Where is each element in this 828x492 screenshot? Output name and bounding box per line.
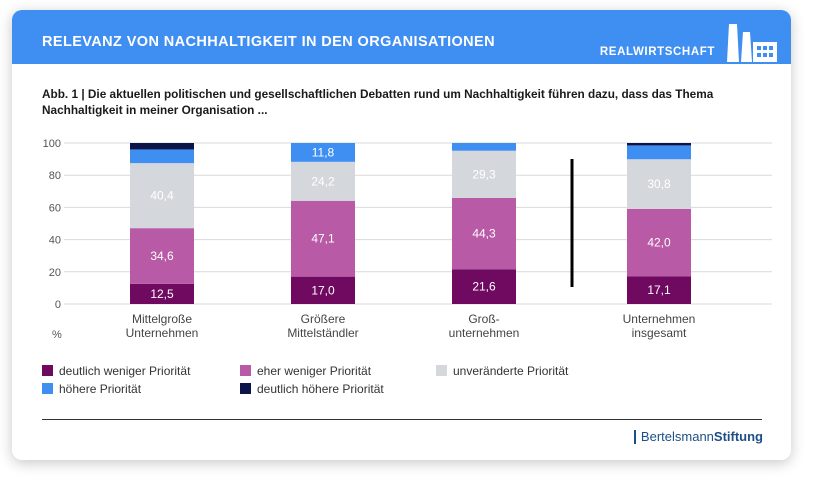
data-label: 42,0 [647, 236, 671, 250]
figure-headline: Abb. 1 | Die aktuellen politischen und g… [42, 87, 714, 117]
data-label: 12,5 [150, 287, 174, 301]
banner-title: RELEVANZ VON NACHHALTIGKEIT IN DEN ORGAN… [42, 34, 495, 50]
legend-swatch [42, 365, 53, 376]
y-tick-label: 80 [49, 170, 61, 182]
legend-label: unveränderte Priorität [453, 364, 569, 378]
logo-text-2: Stiftung [713, 429, 763, 444]
data-label: 17,0 [311, 283, 335, 297]
data-label: 47,1 [311, 232, 335, 246]
header-banner: RELEVANZ VON NACHHALTIGKEIT IN DEN ORGAN… [12, 10, 791, 64]
figure-card: RELEVANZ VON NACHHALTIGKEIT IN DEN ORGAN… [12, 10, 791, 460]
y-tick-label: 100 [43, 138, 61, 150]
bar-segment [627, 208, 691, 277]
data-label: 29,3 [472, 167, 496, 181]
bar-segment [291, 143, 355, 162]
x-tick-label: Unternehmen [126, 326, 199, 340]
factory-icon [727, 24, 777, 62]
x-tick-label: insgesamt [632, 326, 687, 340]
x-tick-label: Groß- [468, 312, 499, 326]
data-label: 21,6 [472, 280, 496, 294]
legend-label: höhere Priorität [59, 382, 142, 396]
x-tick-label: unternehmen [449, 326, 520, 340]
bar-segment [627, 145, 691, 160]
bar-segment [627, 276, 691, 304]
bar-segment [130, 163, 194, 229]
data-label: 40,4 [150, 189, 174, 203]
y-tick-label: 20 [49, 267, 61, 279]
legend-swatch [436, 365, 447, 376]
legend-label: deutlich weniger Priorität [59, 364, 191, 378]
stacked-bar-chart: 020406080100%12,534,640,4MittelgroßeUnte… [43, 138, 772, 341]
x-tick-label: Mittelständler [287, 326, 358, 340]
bar-segment [291, 200, 355, 277]
bar-segment [130, 143, 194, 150]
bar-segment [291, 161, 355, 201]
data-label: 34,6 [150, 249, 174, 263]
y-tick-label: 40 [49, 235, 61, 247]
x-tick-label: Mittelgroße [132, 312, 192, 326]
legend-label: deutlich höhere Priorität [257, 382, 384, 396]
bar-segment [452, 269, 516, 304]
bertelsmann-logo: BertelsmannStiftung [633, 429, 763, 444]
legend-item: eher weniger Priorität [240, 364, 371, 378]
legend-label: eher weniger Priorität [257, 364, 372, 378]
legend-item: höhere Priorität [42, 382, 141, 396]
legend-item: unveränderte Priorität [436, 364, 568, 378]
legend-swatch [240, 365, 251, 376]
data-label: 44,3 [472, 227, 496, 241]
bar-segment [452, 143, 516, 151]
legend-swatch [42, 383, 53, 394]
bar-segment [130, 228, 194, 284]
logo-text-1: Bertelsmann [640, 429, 714, 444]
x-tick-label: Größere [301, 312, 346, 326]
data-label: 11,8 [312, 145, 335, 159]
legend-item: deutlich höhere Priorität [240, 382, 384, 396]
bar-segment [627, 159, 691, 209]
y-tick-label: 60 [49, 202, 61, 214]
legend-item: deutlich weniger Priorität [42, 364, 190, 378]
data-label: 17,1 [647, 283, 671, 297]
footer-divider [42, 419, 762, 420]
banner-subtitle: REALWIRTSCHAFT [599, 46, 715, 58]
legend-swatch [240, 383, 251, 394]
data-label: 24,2 [311, 174, 335, 188]
bar-segment [130, 283, 194, 304]
bar-segment [452, 150, 516, 198]
bar-segment [627, 143, 691, 146]
bar-segment [452, 197, 516, 270]
x-tick-label: Unternehmen [623, 312, 696, 326]
data-label: 30,8 [647, 177, 671, 191]
y-axis-unit: % [52, 329, 62, 341]
bar-segment [130, 149, 194, 164]
y-tick-label: 0 [55, 299, 61, 311]
bar-segment [291, 276, 355, 304]
